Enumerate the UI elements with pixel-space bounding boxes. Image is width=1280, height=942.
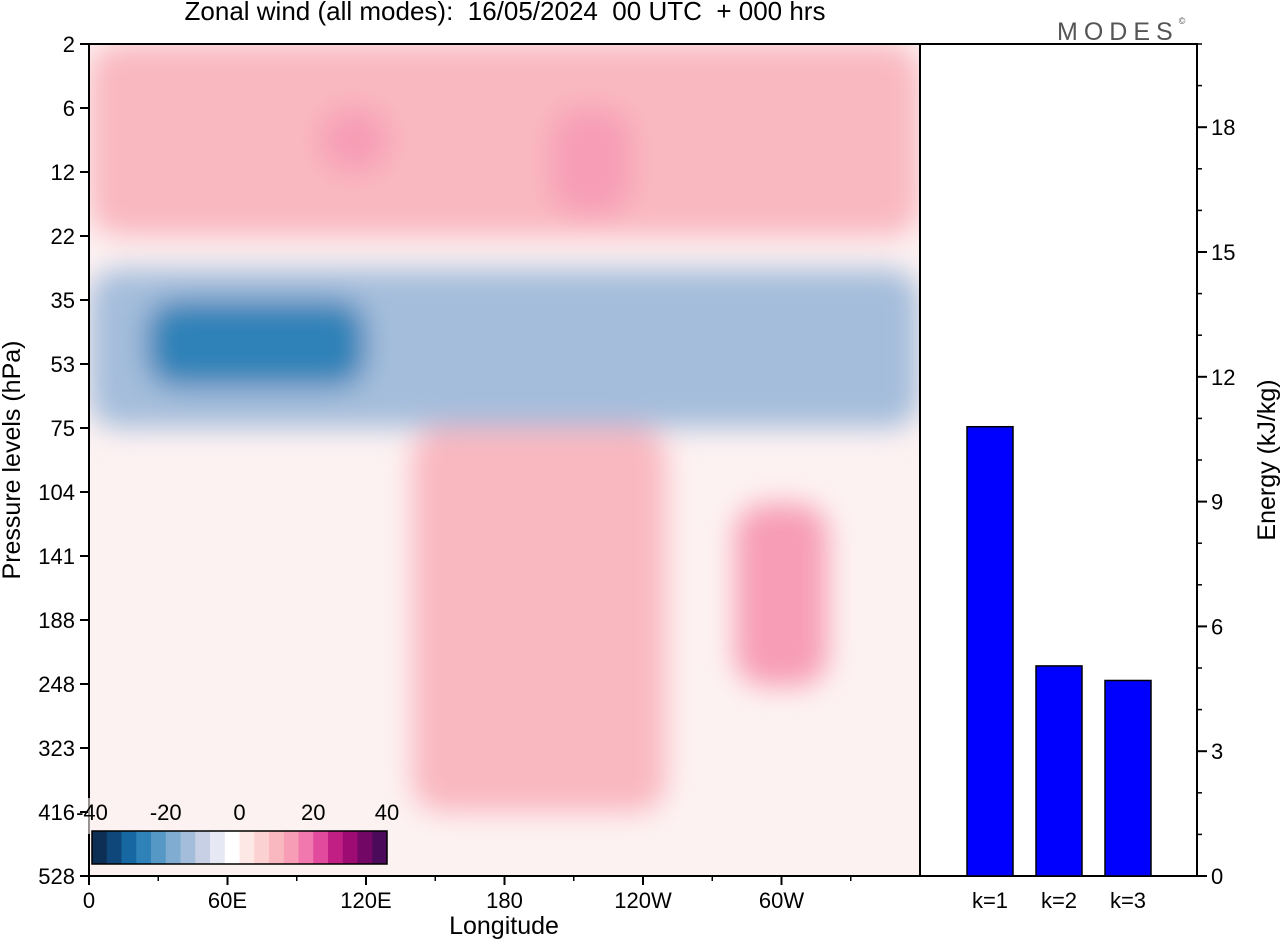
y-tick-label: 323 — [38, 736, 75, 761]
colorbar-swatch — [313, 831, 329, 864]
heatmap-plot: 2 6 12 22 35 53 75 104 141 188 248 323 416 528 0 60E 12… — [0, 32, 921, 940]
heatmap-y-axis: 2 6 12 22 35 53 75 104 141 188 248 323 416 528 — [38, 32, 89, 889]
heatmap-y-label: Pressure levels (hPa) — [0, 341, 26, 580]
colorbar-swatch — [92, 831, 108, 864]
bar-x-axis: k=1 k=2 k=3 — [972, 888, 1146, 913]
heatmap-region — [550, 108, 632, 215]
x-tick-label: 180 — [486, 888, 523, 913]
colorbar-swatch — [210, 831, 226, 864]
energy-bar — [1035, 665, 1083, 877]
chart-title: Zonal wind (all modes): 16/05/2024 00 UT… — [184, 0, 826, 26]
colorbar-swatch — [239, 831, 255, 864]
colorbar-swatch — [106, 831, 122, 864]
y-tick-label: 104 — [38, 480, 75, 505]
y-tick-label: 6 — [63, 96, 75, 121]
colorbar-label-backdrop — [88, 798, 391, 834]
x-tick-label: 120W — [614, 888, 672, 913]
y-tick-label: 188 — [38, 608, 75, 633]
heatmap-region — [146, 300, 366, 387]
colorbar-label: 20 — [301, 800, 325, 825]
colorbar-swatch — [224, 831, 240, 864]
bar-y-tick-label: 3 — [1211, 739, 1223, 764]
colorbar-swatch — [269, 831, 285, 864]
y-tick-label: 12 — [51, 160, 75, 185]
y-tick-label: 416 — [38, 800, 75, 825]
y-tick-label: 35 — [51, 288, 75, 313]
y-tick-label: 53 — [51, 352, 75, 377]
colorbar-swatch — [357, 831, 373, 864]
bar-y-tick-label: 9 — [1211, 490, 1223, 515]
energy-bar — [1104, 679, 1152, 877]
x-tick-label: 0 — [83, 888, 95, 913]
y-tick-label: 22 — [51, 224, 75, 249]
y-tick-label: 2 — [63, 32, 75, 57]
colorbar-swatch — [254, 831, 270, 864]
colorbar-swatch — [342, 831, 358, 864]
bar-y-tick-label: 0 — [1211, 864, 1223, 889]
bar-category-label: k=3 — [1110, 888, 1146, 913]
bar-y-axis: 0 3 6 9 12 15 18 — [1197, 43, 1235, 889]
colorbar-swatch — [136, 831, 152, 864]
bar-y-label: Energy (kJ/kg) — [1253, 379, 1280, 540]
colorbar-swatch — [195, 831, 211, 864]
colorbar-swatch — [180, 831, 196, 864]
bar-category-label: k=2 — [1041, 888, 1077, 913]
bar-y-tick-label: 15 — [1211, 240, 1235, 265]
colorbar-label: 0 — [233, 800, 245, 825]
heatmap-region — [89, 44, 920, 236]
heatmap-region — [319, 108, 390, 172]
colorbar-swatch — [283, 831, 299, 864]
x-tick-label: 60E — [208, 888, 247, 913]
energy-bar — [966, 425, 1014, 877]
logo-text: MODES — [1057, 18, 1179, 46]
heatmap-region — [412, 428, 667, 812]
modes-logo: MODES© — [1057, 16, 1186, 47]
x-tick-label: 120E — [340, 888, 391, 913]
colorbar: -40 -20 0 20 40 — [76, 798, 399, 865]
colorbar-swatch — [165, 831, 181, 864]
colorbar-swatch — [328, 831, 344, 864]
colorbar-swatch — [298, 831, 314, 864]
energy-bar-chart: 0 3 6 9 12 15 18 k=1 k=2 k=3 Energy (kJ/kg) — [919, 43, 1280, 913]
colorbar-label: 40 — [375, 800, 399, 825]
heatmap-x-axis: 0 60E 120E 180 120W 60W — [83, 876, 852, 913]
heatmap-region — [735, 503, 828, 686]
x-tick-label: 60W — [759, 888, 804, 913]
colorbar-label: -20 — [150, 800, 182, 825]
colorbar-swatch — [151, 831, 167, 864]
colorbar-swatch — [372, 831, 388, 864]
colorbar-frame — [91, 830, 388, 865]
y-tick-label: 528 — [38, 864, 75, 889]
heatmap-x-label: Longitude — [449, 912, 559, 940]
bar-y-tick-label: 6 — [1211, 614, 1223, 639]
y-tick-label: 248 — [38, 672, 75, 697]
colorbar-label: -40 — [76, 800, 108, 825]
y-tick-label: 75 — [51, 416, 75, 441]
logo-mark: © — [1178, 16, 1186, 26]
y-tick-label: 141 — [38, 544, 75, 569]
colorbar-swatch — [121, 831, 137, 864]
bar-y-tick-label: 18 — [1211, 115, 1235, 140]
bar-y-tick-label: 12 — [1211, 365, 1235, 390]
bar-category-label: k=1 — [972, 888, 1008, 913]
